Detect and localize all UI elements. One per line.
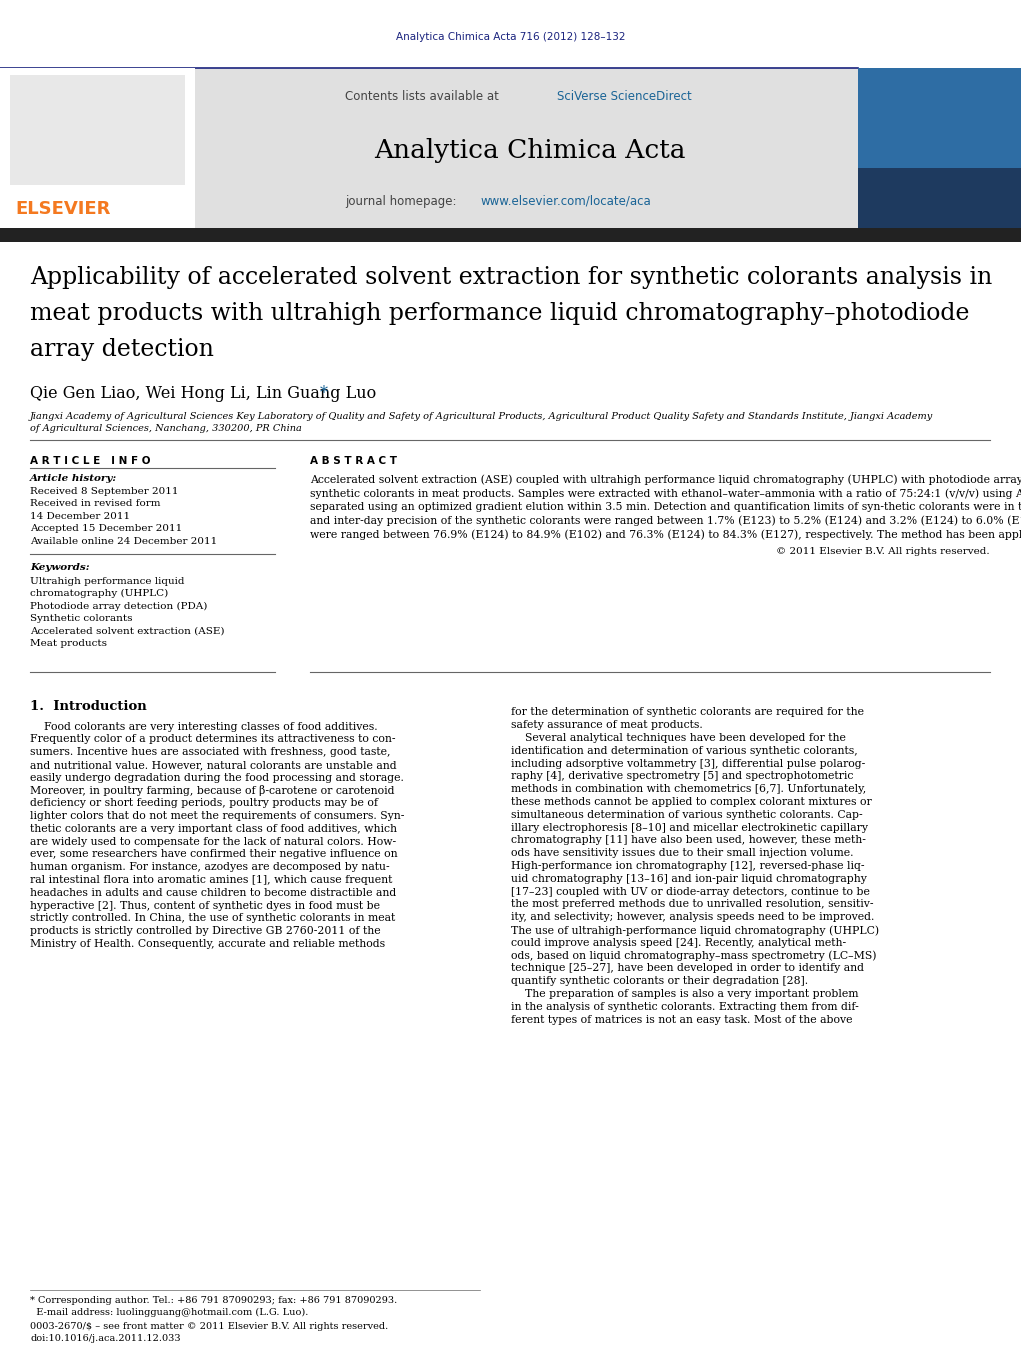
Text: E-mail address: luolingguang@hotmail.com (L.G. Luo).: E-mail address: luolingguang@hotmail.com… [30, 1308, 308, 1317]
Text: Moreover, in poultry farming, because of β-carotene or carotenoid: Moreover, in poultry farming, because of… [30, 785, 394, 797]
Text: methods in combination with chemometrics [6,7]. Unfortunately,: methods in combination with chemometrics… [510, 785, 866, 794]
Text: High-performance ion chromatography [12], reversed-phase liq-: High-performance ion chromatography [12]… [510, 861, 865, 871]
Text: easily undergo degradation during the food processing and storage.: easily undergo degradation during the fo… [30, 773, 404, 782]
Text: were ranged between 76.9% (E124) to 84.9% (E102) and 76.3% (E124) to 84.3% (E127: were ranged between 76.9% (E124) to 84.9… [310, 530, 1021, 540]
Text: the most preferred methods due to unrivalled resolution, sensitiv-: the most preferred methods due to unriva… [510, 900, 874, 909]
Text: are widely used to compensate for the lack of natural colors. How-: are widely used to compensate for the la… [30, 836, 396, 847]
Bar [0, 68, 1021, 228]
Text: Applicability of accelerated solvent extraction for synthetic colorants analysis: Applicability of accelerated solvent ext… [30, 266, 992, 289]
Text: including adsorptive voltammetry [3], differential pulse polarog-: including adsorptive voltammetry [3], di… [510, 759, 865, 769]
Text: thetic colorants are a very important class of food additives, which: thetic colorants are a very important cl… [30, 824, 397, 834]
Text: strictly controlled. In China, the use of synthetic colorants in meat: strictly controlled. In China, the use o… [30, 913, 395, 924]
Text: © 2011 Elsevier B.V. All rights reserved.: © 2011 Elsevier B.V. All rights reserved… [776, 547, 990, 557]
Text: ods have sensitivity issues due to their small injection volume.: ods have sensitivity issues due to their… [510, 848, 854, 858]
Text: Article history:: Article history: [30, 474, 117, 484]
Text: deficiency or short feeding periods, poultry products may be of: deficiency or short feeding periods, pou… [30, 798, 378, 808]
Text: meat products with ultrahigh performance liquid chromatography–photodiode: meat products with ultrahigh performance… [30, 303, 970, 326]
Text: technique [25–27], have been developed in order to identify and: technique [25–27], have been developed i… [510, 963, 864, 974]
Text: 1.  Introduction: 1. Introduction [30, 700, 147, 712]
Text: Accepted 15 December 2011: Accepted 15 December 2011 [30, 524, 183, 534]
Text: simultaneous determination of various synthetic colorants. Cap-: simultaneous determination of various sy… [510, 809, 863, 820]
Text: *: * [320, 385, 328, 403]
Text: quantify synthetic colorants or their degradation [28].: quantify synthetic colorants or their de… [510, 977, 809, 986]
Text: Keywords:: Keywords: [30, 563, 90, 573]
Text: Frequently color of a product determines its attractiveness to con-: Frequently color of a product determines… [30, 735, 395, 744]
Text: Ultrahigh performance liquid: Ultrahigh performance liquid [30, 577, 185, 585]
Bar [10, 76, 185, 185]
Text: Ministry of Health. Consequently, accurate and reliable methods: Ministry of Health. Consequently, accura… [30, 939, 385, 950]
Text: Available online 24 December 2011: Available online 24 December 2011 [30, 536, 217, 546]
Text: raphy [4], derivative spectrometry [5] and spectrophotometric: raphy [4], derivative spectrometry [5] a… [510, 771, 854, 781]
Text: [17–23] coupled with UV or diode-array detectors, continue to be: [17–23] coupled with UV or diode-array d… [510, 886, 870, 897]
Text: Received in revised form: Received in revised form [30, 500, 160, 508]
Text: * Corresponding author. Tel.: +86 791 87090293; fax: +86 791 87090293.: * Corresponding author. Tel.: +86 791 87… [30, 1296, 397, 1305]
Text: human organism. For instance, azodyes are decomposed by natu-: human organism. For instance, azodyes ar… [30, 862, 390, 873]
Text: ods, based on liquid chromatography–mass spectrometry (LC–MS): ods, based on liquid chromatography–mass… [510, 951, 876, 962]
Text: www.elsevier.com/locate/aca: www.elsevier.com/locate/aca [480, 195, 650, 208]
Text: and inter-day precision of the synthetic colorants were ranged between 1.7% (E12: and inter-day precision of the synthetic… [310, 515, 1021, 526]
Text: journal homepage:: journal homepage: [345, 195, 464, 208]
Text: illary electrophoresis [8–10] and micellar electrokinetic capillary: illary electrophoresis [8–10] and micell… [510, 823, 868, 832]
Text: 14 December 2011: 14 December 2011 [30, 512, 130, 521]
Text: 0003-2670/$ – see front matter © 2011 Elsevier B.V. All rights reserved.: 0003-2670/$ – see front matter © 2011 El… [30, 1323, 388, 1331]
Text: array detection: array detection [30, 338, 213, 361]
Text: hyperactive [2]. Thus, content of synthetic dyes in food must be: hyperactive [2]. Thus, content of synthe… [30, 901, 380, 911]
Text: ral intestinal flora into aromatic amines [1], which cause frequent: ral intestinal flora into aromatic amine… [30, 875, 392, 885]
Text: lighter colors that do not meet the requirements of consumers. Syn-: lighter colors that do not meet the requ… [30, 811, 404, 821]
Text: uid chromatography [13–16] and ion-pair liquid chromatography: uid chromatography [13–16] and ion-pair … [510, 874, 867, 884]
Text: chromatography [11] have also been used, however, these meth-: chromatography [11] have also been used,… [510, 835, 866, 846]
Text: Food colorants are very interesting classes of food additives.: Food colorants are very interesting clas… [30, 721, 378, 731]
Text: Synthetic colorants: Synthetic colorants [30, 613, 133, 623]
Text: products is strictly controlled by Directive GB 2760-2011 of the: products is strictly controlled by Direc… [30, 927, 381, 936]
Text: identification and determination of various synthetic colorants,: identification and determination of vari… [510, 746, 858, 757]
Text: SciVerse ScienceDirect: SciVerse ScienceDirect [557, 91, 692, 103]
Bar [858, 68, 1021, 228]
Text: Photodiode array detection (PDA): Photodiode array detection (PDA) [30, 601, 207, 611]
Text: Received 8 September 2011: Received 8 September 2011 [30, 486, 179, 496]
Text: in the analysis of synthetic colorants. Extracting them from dif-: in the analysis of synthetic colorants. … [510, 1002, 859, 1012]
Text: Several analytical techniques have been developed for the: Several analytical techniques have been … [510, 734, 845, 743]
Text: safety assurance of meat products.: safety assurance of meat products. [510, 720, 702, 731]
Text: and nutritional value. However, natural colorants are unstable and: and nutritional value. However, natural … [30, 759, 396, 770]
Text: of Agricultural Sciences, Nanchang, 330200, PR China: of Agricultural Sciences, Nanchang, 3302… [30, 424, 302, 434]
Text: Accelerated solvent extraction (ASE): Accelerated solvent extraction (ASE) [30, 627, 225, 635]
Text: Analytica Chimica Acta: Analytica Chimica Acta [375, 138, 686, 163]
Text: ity, and selectivity; however, analysis speeds need to be improved.: ity, and selectivity; however, analysis … [510, 912, 874, 923]
Text: Qie Gen Liao, Wei Hong Li, Lin Guang Luo: Qie Gen Liao, Wei Hong Li, Lin Guang Luo [30, 385, 377, 403]
Bar [0, 68, 195, 228]
Text: separated using an optimized gradient elution within 3.5 min. Detection and quan: separated using an optimized gradient el… [310, 501, 1021, 512]
Text: Jiangxi Academy of Agricultural Sciences Key Laboratory of Quality and Safety of: Jiangxi Academy of Agricultural Sciences… [30, 412, 933, 422]
Text: synthetic colorants in meat products. Samples were extracted with ethanol–water–: synthetic colorants in meat products. Sa… [310, 488, 1021, 499]
Text: A R T I C L E   I N F O: A R T I C L E I N F O [30, 457, 150, 466]
Text: doi:10.1016/j.aca.2011.12.033: doi:10.1016/j.aca.2011.12.033 [30, 1333, 181, 1343]
Bar [0, 228, 1021, 242]
Text: headaches in adults and cause children to become distractible and: headaches in adults and cause children t… [30, 888, 396, 898]
Text: these methods cannot be applied to complex colorant mixtures or: these methods cannot be applied to compl… [510, 797, 872, 807]
Text: The preparation of samples is also a very important problem: The preparation of samples is also a ver… [510, 989, 859, 1000]
Text: Accelerated solvent extraction (ASE) coupled with ultrahigh performance liquid c: Accelerated solvent extraction (ASE) cou… [310, 474, 1021, 485]
Text: for the determination of synthetic colorants are required for the: for the determination of synthetic color… [510, 708, 864, 717]
Text: The use of ultrahigh-performance liquid chromatography (UHPLC): The use of ultrahigh-performance liquid … [510, 925, 879, 936]
Text: could improve analysis speed [24]. Recently, analytical meth-: could improve analysis speed [24]. Recen… [510, 938, 846, 948]
Text: Meat products: Meat products [30, 639, 107, 648]
Text: Contents lists available at: Contents lists available at [345, 91, 502, 103]
Text: chromatography (UHPLC): chromatography (UHPLC) [30, 589, 168, 598]
Text: Analytica Chimica Acta 716 (2012) 128–132: Analytica Chimica Acta 716 (2012) 128–13… [396, 32, 625, 42]
Text: sumers. Incentive hues are associated with freshness, good taste,: sumers. Incentive hues are associated wi… [30, 747, 390, 757]
Text: ever, some researchers have confirmed their negative influence on: ever, some researchers have confirmed th… [30, 850, 397, 859]
Text: ELSEVIER: ELSEVIER [15, 200, 110, 218]
Bar [858, 68, 1021, 168]
Text: ferent types of matrices is not an easy task. Most of the above: ferent types of matrices is not an easy … [510, 1015, 853, 1024]
Text: A B S T R A C T: A B S T R A C T [310, 457, 397, 466]
